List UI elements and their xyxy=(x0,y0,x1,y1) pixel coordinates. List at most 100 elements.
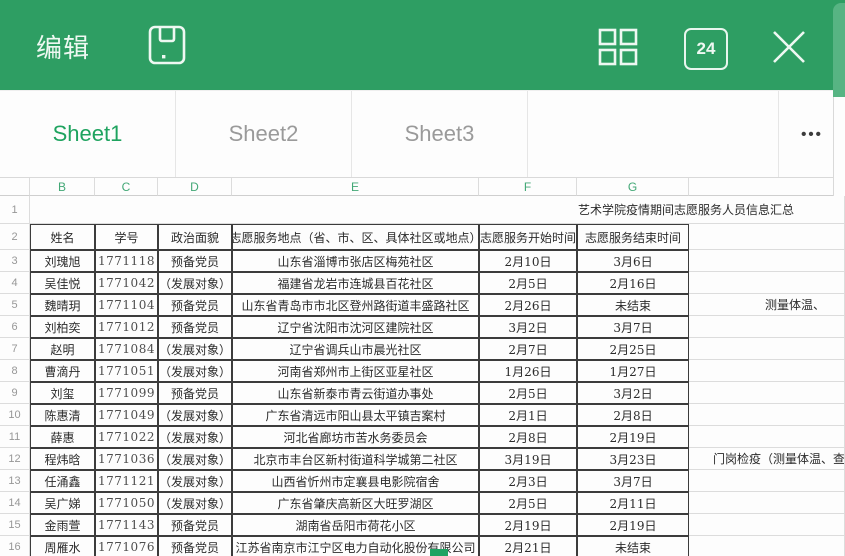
cell-status-16[interactable]: 预备党员 xyxy=(158,536,232,556)
cell-end-date-14[interactable]: 2月11日 xyxy=(577,492,689,514)
cell-note-10[interactable] xyxy=(689,404,845,426)
cell-note-11[interactable] xyxy=(689,426,845,448)
cell-note-12[interactable]: 门岗检疫（测量体温、查 xyxy=(689,448,845,470)
cell-note-14[interactable] xyxy=(689,492,845,514)
cell-status-12[interactable]: （发展对象） xyxy=(158,448,232,470)
cell-end-date-10[interactable]: 2月8日 xyxy=(577,404,689,426)
row-header-11[interactable]: 11 xyxy=(0,426,30,448)
cell-student-id-14[interactable]: 1771050 xyxy=(95,492,158,514)
cell-end-date-11[interactable]: 2月19日 xyxy=(577,426,689,448)
cell-name-6[interactable]: 刘柏奕 xyxy=(30,316,95,338)
cell-note-9[interactable] xyxy=(689,382,845,404)
cell-start-date-15[interactable]: 2月19日 xyxy=(479,514,577,536)
cell-status-11[interactable]: （发展对象） xyxy=(158,426,232,448)
cell-student-id-6[interactable]: 1771012 xyxy=(95,316,158,338)
cell-student-id-7[interactable]: 1771084 xyxy=(95,338,158,360)
cell-name-8[interactable]: 曹滴丹 xyxy=(30,360,95,382)
column-header-extra[interactable] xyxy=(689,178,845,196)
cell-note-7[interactable] xyxy=(689,338,845,360)
cell-name-5[interactable]: 魏晴玥 xyxy=(30,294,95,316)
column-header-E[interactable]: E xyxy=(232,178,479,196)
row-header-5[interactable]: 5 xyxy=(0,294,30,316)
row-header-3[interactable]: 3 xyxy=(0,250,30,272)
cell-start-date-14[interactable]: 2月5日 xyxy=(479,492,577,514)
tab-sheet3[interactable]: Sheet3 xyxy=(352,91,528,177)
column-header-D[interactable]: D xyxy=(158,178,232,196)
table-header-cell-0[interactable]: 姓名 xyxy=(30,224,95,250)
row-header-15[interactable]: 15 xyxy=(0,514,30,536)
cell-note-15[interactable] xyxy=(689,514,845,536)
cell-name-3[interactable]: 刘瑰旭 xyxy=(30,250,95,272)
cell-student-id-10[interactable]: 1771049 xyxy=(95,404,158,426)
cell-place-11[interactable]: 河北省廊坊市苦水务委员会 xyxy=(232,426,479,448)
cell-start-date-6[interactable]: 3月2日 xyxy=(479,316,577,338)
cell-status-10[interactable]: （发展对象） xyxy=(158,404,232,426)
cell-start-date-13[interactable]: 2月3日 xyxy=(479,470,577,492)
save-button[interactable] xyxy=(146,24,188,66)
cell-place-3[interactable]: 山东省淄博市张店区梅苑社区 xyxy=(232,250,479,272)
row-header-14[interactable]: 14 xyxy=(0,492,30,514)
cell-end-date-3[interactable]: 3月6日 xyxy=(577,250,689,272)
badge-24-button[interactable]: 24 xyxy=(684,28,728,70)
cell-name-10[interactable]: 陈惠清 xyxy=(30,404,95,426)
table-header-cell-4[interactable]: 志愿服务开始时间 xyxy=(479,224,577,250)
cell-note-3[interactable] xyxy=(689,250,845,272)
cell-place-14[interactable]: 广东省肇庆高新区大旺罗湖区 xyxy=(232,492,479,514)
cell-student-id-15[interactable]: 1771143 xyxy=(95,514,158,536)
row-header-16[interactable]: 16 xyxy=(0,536,30,556)
row-header-6[interactable]: 6 xyxy=(0,316,30,338)
cell-start-date-10[interactable]: 2月1日 xyxy=(479,404,577,426)
cell-start-date-12[interactable]: 3月19日 xyxy=(479,448,577,470)
tab-sheet2[interactable]: Sheet2 xyxy=(176,91,352,177)
cell-status-14[interactable]: （发展对象） xyxy=(158,492,232,514)
cell-end-date-7[interactable]: 2月25日 xyxy=(577,338,689,360)
cell-student-id-13[interactable]: 1771121 xyxy=(95,470,158,492)
cell-status-4[interactable]: （发展对象） xyxy=(158,272,232,294)
cell-end-date-13[interactable]: 3月7日 xyxy=(577,470,689,492)
column-header-C[interactable]: C xyxy=(95,178,158,196)
cell-start-date-9[interactable]: 2月5日 xyxy=(479,382,577,404)
sheet-title-cell[interactable]: 艺术学院疫情期间志愿服务人员信息汇总 xyxy=(30,196,845,224)
cell-end-date-4[interactable]: 2月16日 xyxy=(577,272,689,294)
cell-student-id-5[interactable]: 1771104 xyxy=(95,294,158,316)
tab-sheet1[interactable]: Sheet1 xyxy=(0,91,176,177)
cell-end-date-6[interactable]: 3月7日 xyxy=(577,316,689,338)
table-header-cell-2[interactable]: 政治面貌 xyxy=(158,224,232,250)
sheet-corner[interactable] xyxy=(0,178,30,196)
cell-student-id-9[interactable]: 1771099 xyxy=(95,382,158,404)
cell-note-6[interactable] xyxy=(689,316,845,338)
row-header-4[interactable]: 4 xyxy=(0,272,30,294)
table-header-cell-1[interactable]: 学号 xyxy=(95,224,158,250)
cell-name-16[interactable]: 周雁水 xyxy=(30,536,95,556)
cell-student-id-12[interactable]: 1771036 xyxy=(95,448,158,470)
column-header-G[interactable]: G xyxy=(577,178,689,196)
cell-name-14[interactable]: 吴广娣 xyxy=(30,492,95,514)
cell-note-16[interactable] xyxy=(689,536,845,556)
column-header-F[interactable]: F xyxy=(479,178,577,196)
cell-student-id-4[interactable]: 1771042 xyxy=(95,272,158,294)
cell-name-11[interactable]: 薛惠 xyxy=(30,426,95,448)
row-header-2[interactable]: 2 xyxy=(0,224,30,250)
cell-note-13[interactable] xyxy=(689,470,845,492)
cell-place-10[interactable]: 广东省清远市阳山县太平镇吉案村 xyxy=(232,404,479,426)
cell-place-4[interactable]: 福建省龙岩市连城县百花社区 xyxy=(232,272,479,294)
grid-view-button[interactable] xyxy=(596,26,640,68)
row-header-7[interactable]: 7 xyxy=(0,338,30,360)
row-header-13[interactable]: 13 xyxy=(0,470,30,492)
cell-start-date-16[interactable]: 2月21日 xyxy=(479,536,577,556)
edit-mode-label[interactable]: 编辑 xyxy=(36,33,91,63)
row-header-8[interactable]: 8 xyxy=(0,360,30,382)
cell-start-date-5[interactable]: 2月26日 xyxy=(479,294,577,316)
cell-place-8[interactable]: 河南省郑州市上街区亚星社区 xyxy=(232,360,479,382)
cell-start-date-7[interactable]: 2月7日 xyxy=(479,338,577,360)
cell-end-date-16[interactable]: 未结束 xyxy=(577,536,689,556)
cell-status-13[interactable]: （发展对象） xyxy=(158,470,232,492)
cell-status-9[interactable]: 预备党员 xyxy=(158,382,232,404)
table-header-cell-3[interactable]: 志愿服务地点（省、市、区、具体社区或地点） xyxy=(232,224,479,250)
cell-place-9[interactable]: 山东省新泰市青云街道办事处 xyxy=(232,382,479,404)
cell-name-4[interactable]: 吴佳悦 xyxy=(30,272,95,294)
cell-start-date-3[interactable]: 2月10日 xyxy=(479,250,577,272)
cell-status-3[interactable]: 预备党员 xyxy=(158,250,232,272)
row-header-10[interactable]: 10 xyxy=(0,404,30,426)
cell-name-7[interactable]: 赵明 xyxy=(30,338,95,360)
